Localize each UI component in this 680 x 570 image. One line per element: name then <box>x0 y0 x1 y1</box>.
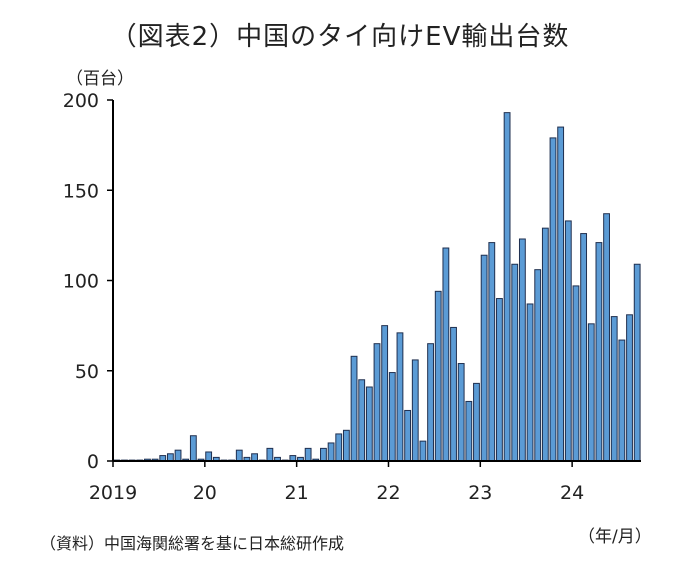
bar-16 <box>235 449 243 462</box>
bar-8 <box>174 449 182 462</box>
bar-52 <box>511 263 519 462</box>
bar-30 <box>342 429 350 462</box>
x-tick-label-2019: 2019 <box>89 482 137 504</box>
bar-7 <box>166 453 174 462</box>
bar-64 <box>603 213 610 462</box>
bar-12 <box>205 451 213 462</box>
bar-49 <box>488 242 496 462</box>
x-tick-label-20: 20 <box>193 482 217 504</box>
x-tick-label-22: 22 <box>376 482 400 504</box>
bar-50 <box>496 298 503 462</box>
y-tick-label-200: 200 <box>63 90 99 112</box>
bar-28 <box>327 442 335 462</box>
x-tick-label-24: 24 <box>560 482 584 504</box>
bar-51 <box>503 112 511 462</box>
bar-18 <box>251 453 258 462</box>
bar-43 <box>442 247 450 462</box>
bar-46 <box>465 400 473 462</box>
bar-58 <box>557 126 565 462</box>
bar-47 <box>473 382 480 462</box>
bar-35 <box>381 325 389 462</box>
bar-42 <box>434 290 442 462</box>
source-note: （資料）中国海関総署を基に日本総研作成 <box>40 534 345 553</box>
bar-41 <box>427 343 434 462</box>
bar-66 <box>618 339 626 462</box>
bar-59 <box>564 220 572 462</box>
bar-36 <box>388 372 396 462</box>
bar-39 <box>411 359 419 462</box>
x-tick-label-21: 21 <box>285 482 309 504</box>
bar-45 <box>457 363 465 462</box>
bar-27 <box>320 447 327 462</box>
bar-55 <box>534 269 542 462</box>
bar-40 <box>419 440 427 462</box>
bar-67 <box>626 314 633 462</box>
y-tick-label-50: 50 <box>75 361 99 383</box>
bar-63 <box>595 242 603 462</box>
y-tick-label-0: 0 <box>87 451 99 473</box>
bar-56 <box>541 227 549 462</box>
bar-54 <box>526 303 534 462</box>
x-axis-unit: （年/月） <box>578 527 652 547</box>
bar-61 <box>580 233 588 462</box>
bar-34 <box>373 343 381 462</box>
bar-65 <box>610 316 618 462</box>
bar-33 <box>365 386 373 462</box>
bar-31 <box>350 355 358 462</box>
chart-title: （図表2）中国のタイ向けEV輸出台数 <box>110 22 570 52</box>
bar-44 <box>450 326 457 462</box>
bar-10 <box>189 435 197 462</box>
y-axis-unit: （百台） <box>66 69 134 89</box>
bar-20 <box>266 447 274 462</box>
bar-38 <box>404 409 412 462</box>
bar-37 <box>396 332 404 462</box>
y-tick-label-100: 100 <box>63 271 99 293</box>
bar-68 <box>633 263 641 462</box>
x-tick-label-23: 23 <box>468 482 492 504</box>
bar-32 <box>358 379 366 462</box>
bar-57 <box>549 137 557 462</box>
bar-53 <box>518 238 526 462</box>
bar-29 <box>335 433 343 462</box>
bar-48 <box>480 254 488 462</box>
bar-25 <box>304 447 312 462</box>
bar-62 <box>587 323 595 462</box>
y-tick-label-150: 150 <box>63 180 99 202</box>
bar-60 <box>572 285 580 462</box>
